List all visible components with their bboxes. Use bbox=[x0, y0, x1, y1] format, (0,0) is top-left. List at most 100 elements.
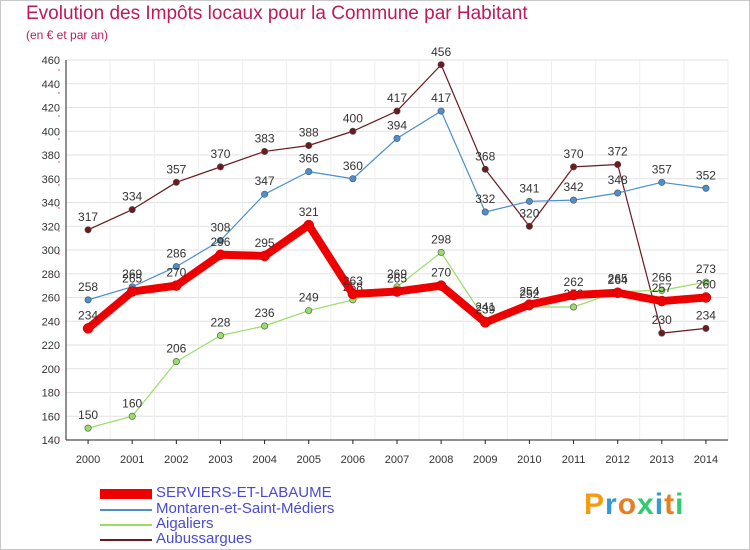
data-point-aigaliers bbox=[658, 286, 666, 294]
data-label-serviers-et-labaume: 234 bbox=[78, 308, 98, 322]
logo-letter: t bbox=[664, 488, 676, 521]
data-point-aigaliers bbox=[84, 424, 92, 432]
data-point-aigaliers bbox=[702, 278, 710, 286]
data-point-montaren-et-saint-m-diers bbox=[570, 196, 578, 204]
data-label-aigaliers: 236 bbox=[255, 306, 275, 320]
logo-letter: P bbox=[584, 488, 606, 521]
data-point-serviers-et-labaume bbox=[656, 295, 668, 307]
data-label-aigaliers: 265 bbox=[608, 272, 628, 286]
y-tick-label: 240 bbox=[42, 316, 60, 328]
data-point-aubussargues bbox=[702, 324, 710, 332]
data-point-serviers-et-labaume bbox=[82, 323, 94, 334]
data-point-aigaliers bbox=[172, 358, 180, 366]
data-point-serviers-et-labaume bbox=[435, 280, 447, 291]
data-label-montaren-et-saint-m-diers: 269 bbox=[122, 267, 142, 281]
data-point-serviers-et-labaume bbox=[303, 219, 314, 231]
data-point-serviers-et-labaume bbox=[171, 280, 182, 291]
y-tick-label: 460 bbox=[42, 55, 60, 67]
data-point-serviers-et-labaume bbox=[259, 250, 270, 262]
data-label-montaren-et-saint-m-diers: 357 bbox=[652, 162, 672, 176]
data-label-montaren-et-saint-m-diers: 342 bbox=[564, 180, 584, 194]
y-tick-label: 420 bbox=[42, 103, 60, 115]
data-label-montaren-et-saint-m-diers: 332 bbox=[475, 192, 495, 206]
data-point-serviers-et-labaume bbox=[612, 287, 623, 298]
data-point-serviers-et-labaume bbox=[568, 289, 579, 301]
data-label-montaren-et-saint-m-diers: 341 bbox=[519, 181, 539, 195]
y-tick-label: 180 bbox=[42, 388, 60, 400]
x-tick-label: 2003 bbox=[208, 454, 232, 466]
data-label-aigaliers: 249 bbox=[299, 291, 319, 305]
data-point-aubussargues bbox=[481, 165, 489, 173]
y-tick-label: 400 bbox=[42, 126, 60, 138]
data-point-montaren-et-saint-m-diers bbox=[216, 237, 224, 245]
data-point-aubussargues bbox=[84, 226, 92, 234]
data-point-montaren-et-saint-m-diers bbox=[525, 197, 533, 205]
data-point-serviers-et-labaume bbox=[480, 317, 491, 328]
data-label-serviers-et-labaume: 265 bbox=[122, 272, 142, 286]
data-label-aubussargues: 234 bbox=[696, 308, 716, 322]
x-tick-label: 2009 bbox=[473, 454, 497, 466]
y-tick-label: 220 bbox=[42, 340, 60, 352]
data-label-montaren-et-saint-m-diers: 348 bbox=[608, 173, 628, 187]
data-label-serviers-et-labaume: 262 bbox=[564, 275, 584, 289]
y-tick-label: 340 bbox=[42, 198, 60, 210]
legend-label-serviers: SERVIERS-ET-LABAUME bbox=[156, 484, 332, 501]
data-point-montaren-et-saint-m-diers bbox=[658, 178, 666, 186]
x-tick-label: 2007 bbox=[385, 454, 409, 466]
logo-letter: r bbox=[605, 488, 618, 521]
logo-letter: x bbox=[637, 488, 655, 521]
data-point-aubussargues bbox=[570, 163, 578, 171]
x-tick-label: 2006 bbox=[341, 454, 365, 466]
data-point-serviers-et-labaume bbox=[391, 286, 403, 297]
legend-label-montaren: Montaren-et-Saint-Médiers bbox=[156, 500, 335, 517]
data-point-aigaliers bbox=[128, 412, 136, 420]
data-point-aubussargues bbox=[658, 329, 666, 337]
data-label-aubussargues: 400 bbox=[343, 111, 363, 125]
data-label-serviers-et-labaume: 263 bbox=[343, 274, 363, 288]
data-label-serviers-et-labaume: 295 bbox=[255, 236, 275, 250]
data-point-montaren-et-saint-m-diers bbox=[349, 175, 357, 183]
y-tick-label: 380 bbox=[42, 150, 60, 162]
data-label-aubussargues: 370 bbox=[210, 147, 230, 161]
data-point-aigaliers bbox=[216, 331, 224, 339]
data-label-aubussargues: 368 bbox=[475, 149, 495, 163]
data-point-aigaliers bbox=[570, 303, 578, 311]
data-label-aigaliers: 298 bbox=[431, 232, 451, 246]
data-label-aubussargues: 334 bbox=[122, 190, 142, 204]
x-tick-label: 2005 bbox=[296, 454, 320, 466]
data-point-aubussargues bbox=[393, 107, 401, 115]
data-label-serviers-et-labaume: 296 bbox=[210, 235, 230, 249]
data-point-aigaliers bbox=[305, 307, 313, 315]
data-label-serviers-et-labaume: 264 bbox=[608, 273, 628, 287]
data-label-aubussargues: 372 bbox=[608, 145, 628, 159]
data-label-montaren-et-saint-m-diers: 394 bbox=[387, 118, 407, 132]
data-label-aigaliers: 150 bbox=[78, 408, 98, 422]
data-point-montaren-et-saint-m-diers bbox=[261, 190, 269, 198]
data-label-aubussargues: 388 bbox=[299, 126, 319, 140]
x-tick-label: 2001 bbox=[120, 454, 144, 466]
data-point-aigaliers bbox=[437, 248, 445, 256]
data-label-aubussargues: 230 bbox=[652, 313, 672, 327]
data-label-montaren-et-saint-m-diers: 258 bbox=[78, 280, 98, 294]
data-point-aubussargues bbox=[305, 142, 313, 150]
data-label-montaren-et-saint-m-diers: 286 bbox=[166, 247, 186, 261]
data-label-serviers-et-labaume: 265 bbox=[387, 272, 407, 286]
data-label-montaren-et-saint-m-diers: 308 bbox=[210, 221, 230, 235]
data-label-aigaliers: 241 bbox=[475, 300, 495, 314]
data-point-aubussargues bbox=[437, 61, 445, 69]
x-tick-label: 2008 bbox=[429, 454, 453, 466]
data-label-aigaliers: 269 bbox=[387, 267, 407, 281]
legend-swatch-aubussargues bbox=[100, 539, 152, 541]
chart-title: Evolution des Impôts locaux pour la Comm… bbox=[26, 3, 528, 24]
data-label-aigaliers: 252 bbox=[519, 287, 539, 301]
x-tick-label: 2000 bbox=[76, 454, 100, 466]
data-point-montaren-et-saint-m-diers bbox=[437, 107, 445, 115]
x-tick-label: 2002 bbox=[164, 454, 188, 466]
x-tick-label: 2011 bbox=[562, 454, 586, 466]
data-label-montaren-et-saint-m-diers: 366 bbox=[299, 152, 319, 166]
data-point-montaren-et-saint-m-diers bbox=[481, 208, 489, 216]
y-tick-label: 360 bbox=[42, 174, 60, 186]
data-label-montaren-et-saint-m-diers: 360 bbox=[343, 159, 363, 173]
data-label-aigaliers: 228 bbox=[210, 316, 230, 330]
